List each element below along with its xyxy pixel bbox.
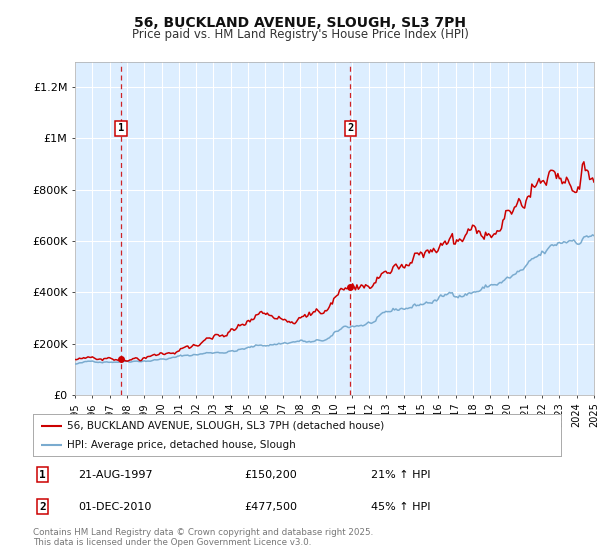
- Text: Contains HM Land Registry data © Crown copyright and database right 2025.
This d: Contains HM Land Registry data © Crown c…: [33, 528, 373, 547]
- Text: 01-DEC-2010: 01-DEC-2010: [78, 502, 151, 512]
- Text: Price paid vs. HM Land Registry's House Price Index (HPI): Price paid vs. HM Land Registry's House …: [131, 28, 469, 41]
- Text: £150,200: £150,200: [244, 470, 297, 480]
- Text: 1: 1: [39, 470, 46, 480]
- Text: HPI: Average price, detached house, Slough: HPI: Average price, detached house, Slou…: [67, 440, 296, 450]
- Text: 2: 2: [347, 123, 353, 133]
- Text: 1: 1: [118, 123, 124, 133]
- Text: 56, BUCKLAND AVENUE, SLOUGH, SL3 7PH: 56, BUCKLAND AVENUE, SLOUGH, SL3 7PH: [134, 16, 466, 30]
- Text: £477,500: £477,500: [244, 502, 297, 512]
- Text: 56, BUCKLAND AVENUE, SLOUGH, SL3 7PH (detached house): 56, BUCKLAND AVENUE, SLOUGH, SL3 7PH (de…: [67, 421, 385, 431]
- Text: 2: 2: [39, 502, 46, 512]
- Text: 45% ↑ HPI: 45% ↑ HPI: [371, 502, 430, 512]
- Text: 21-AUG-1997: 21-AUG-1997: [78, 470, 152, 480]
- Text: 21% ↑ HPI: 21% ↑ HPI: [371, 470, 430, 480]
